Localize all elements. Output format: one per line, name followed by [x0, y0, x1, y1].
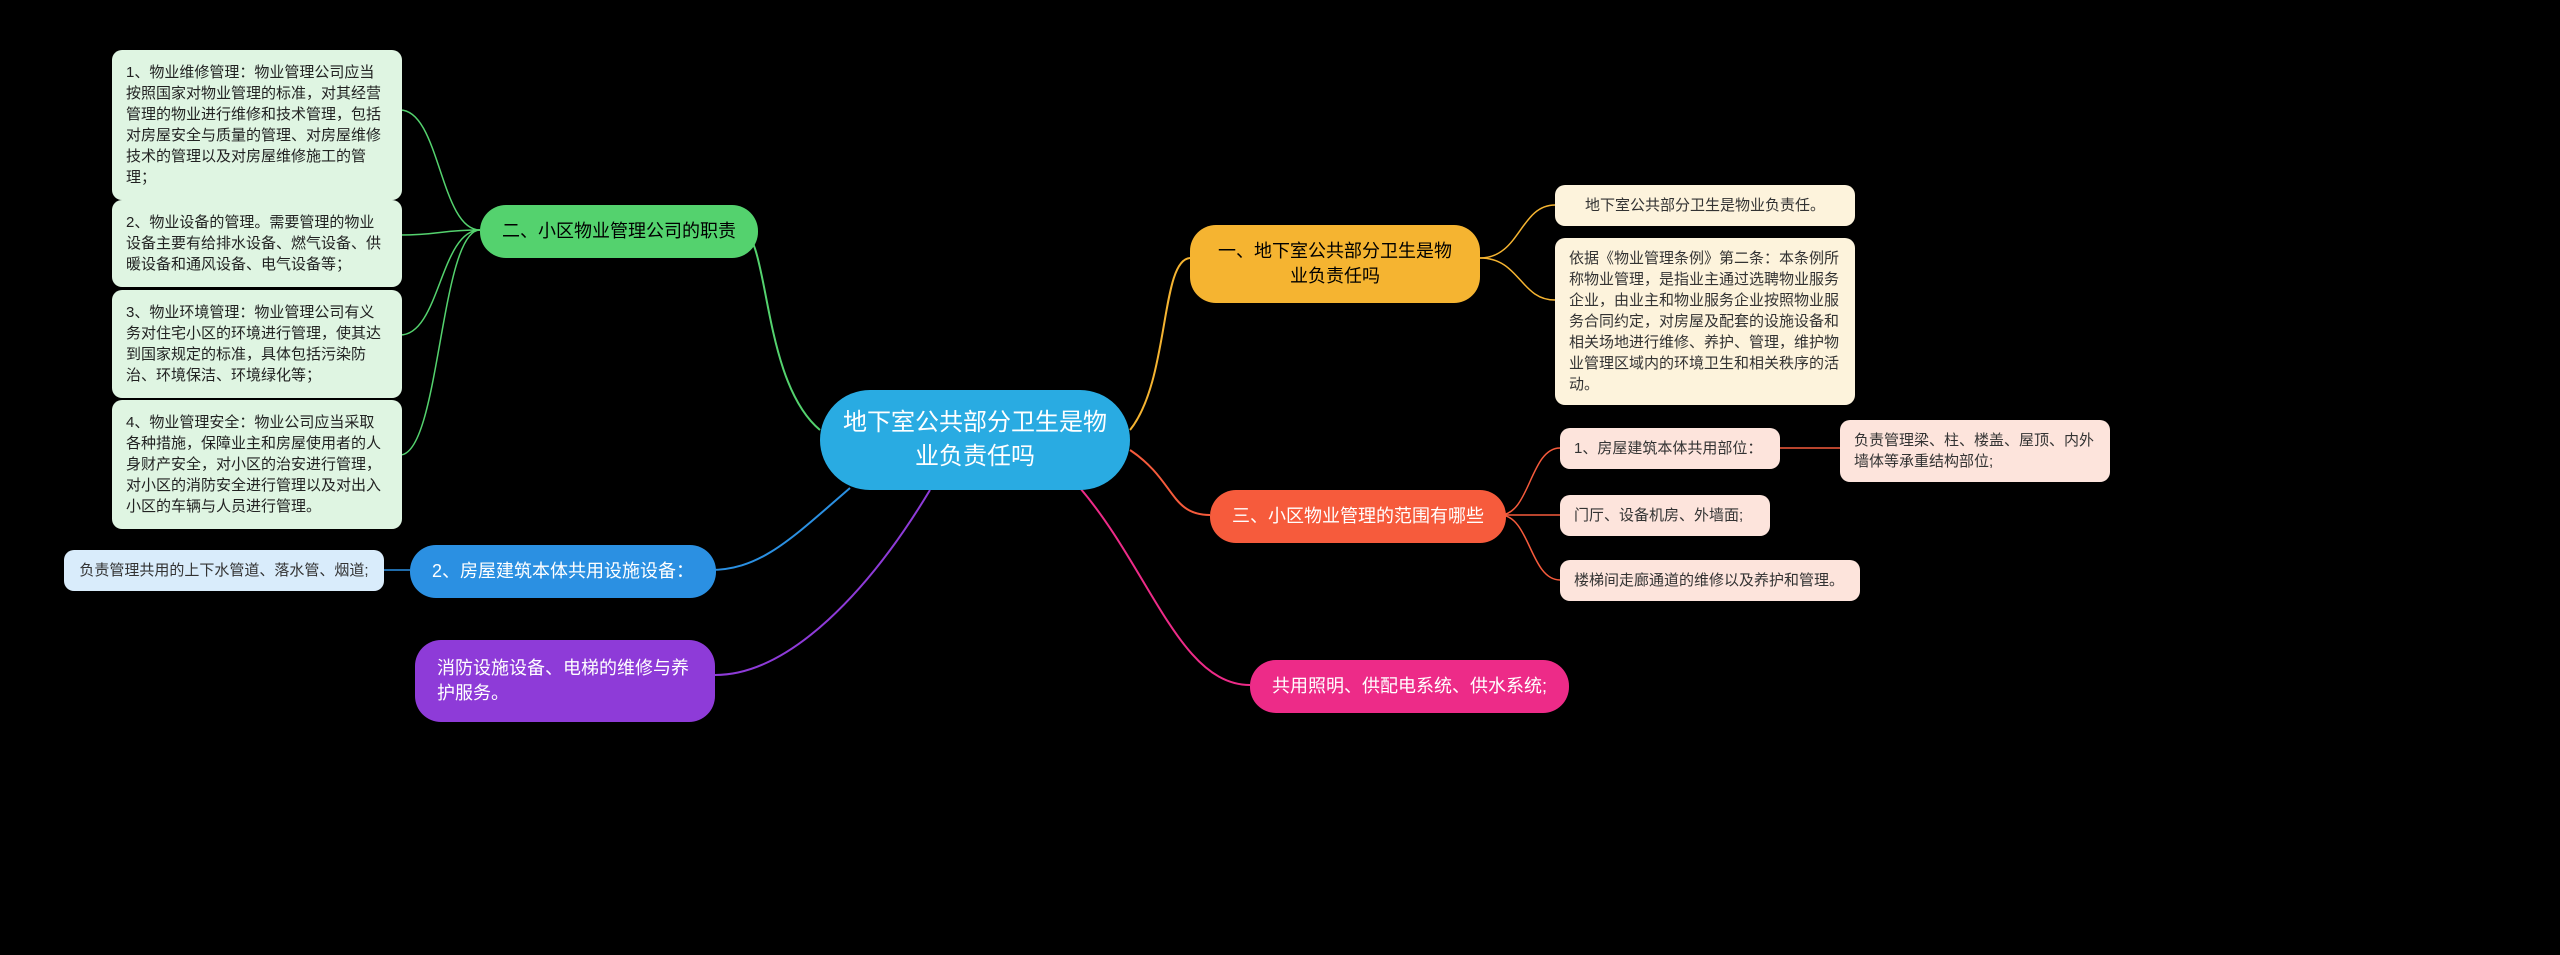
center-node[interactable]: 地下室公共部分卫生是物业负责任吗	[820, 390, 1130, 490]
branch-1-leaf-0: 地下室公共部分卫生是物业负责任。	[1555, 185, 1855, 226]
branch-2-leaf-2: 3、物业环境管理：物业管理公司有义务对住宅小区的环境进行管理，使其达到国家规定的…	[112, 290, 402, 398]
branch-6[interactable]: 消防设施设备、电梯的维修与养护服务。	[415, 640, 715, 722]
branch-2-leaf-1: 2、物业设备的管理。需要管理的物业设备主要有给排水设备、燃气设备、供暖设备和通风…	[112, 200, 402, 287]
branch-3-leaf-0: 1、房屋建筑本体共用部位：	[1560, 428, 1780, 469]
branch-5[interactable]: 2、房屋建筑本体共用设施设备：	[410, 545, 716, 598]
branch-3-leaf-0-sub: 负责管理梁、柱、楼盖、屋顶、内外墙体等承重结构部位;	[1840, 420, 2110, 482]
branch-5-leaf-0: 负责管理共用的上下水管道、落水管、烟道;	[64, 550, 384, 591]
branch-3-leaf-1: 门厅、设备机房、外墙面;	[1560, 495, 1770, 536]
branch-4[interactable]: 共用照明、供配电系统、供水系统;	[1250, 660, 1569, 713]
branch-2-leaf-3: 4、物业管理安全：物业公司应当采取各种措施，保障业主和房屋使用者的人身财产安全，…	[112, 400, 402, 529]
branch-1-leaf-1: 依据《物业管理条例》第二条：本条例所称物业管理，是指业主通过选聘物业服务企业，由…	[1555, 238, 1855, 405]
branch-3[interactable]: 三、小区物业管理的范围有哪些	[1210, 490, 1506, 543]
branch-2-leaf-0: 1、物业维修管理：物业管理公司应当按照国家对物业管理的标准，对其经营管理的物业进…	[112, 50, 402, 200]
branch-3-leaf-2: 楼梯间走廊通道的维修以及养护和管理。	[1560, 560, 1860, 601]
branch-1[interactable]: 一、地下室公共部分卫生是物业负责任吗	[1190, 225, 1480, 303]
branch-2[interactable]: 二、小区物业管理公司的职责	[480, 205, 758, 258]
